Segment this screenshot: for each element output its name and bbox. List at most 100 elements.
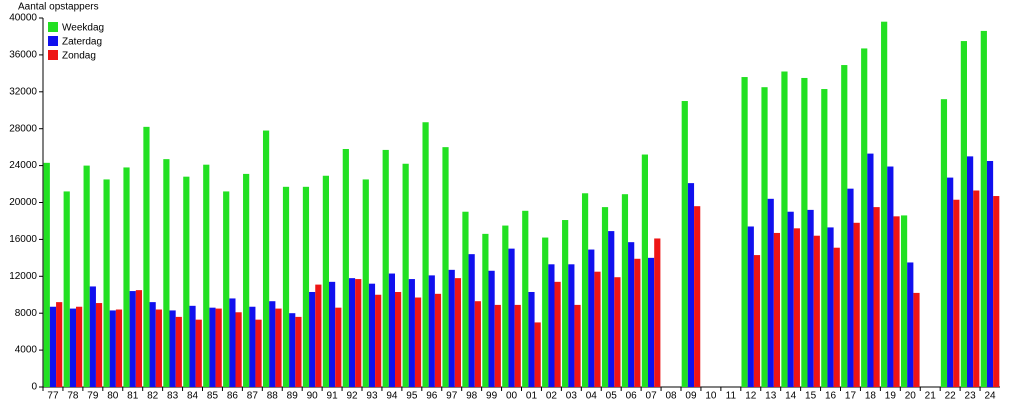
bar xyxy=(95,303,103,387)
bar xyxy=(428,275,435,387)
legend-label: Weekdag xyxy=(62,23,104,34)
bar xyxy=(309,291,316,387)
y-tick-label: 4000 xyxy=(15,345,38,356)
x-tick-label: 12 xyxy=(745,391,757,400)
bar xyxy=(275,308,282,387)
x-tick-label: 05 xyxy=(606,391,618,400)
x-tick-label: 84 xyxy=(187,391,199,400)
x-tick-label: 00 xyxy=(506,391,518,400)
bar xyxy=(169,310,176,387)
bar xyxy=(342,148,349,387)
bar xyxy=(767,198,774,387)
x-tick-label: 24 xyxy=(984,391,996,400)
y-tick-label: 0 xyxy=(31,382,37,393)
y-tick-label: 16000 xyxy=(9,234,37,245)
x-tick-label: 92 xyxy=(346,391,358,400)
bar xyxy=(375,294,382,387)
bar xyxy=(468,254,475,387)
bar xyxy=(482,233,489,387)
x-tick-label: 23 xyxy=(965,391,977,400)
bar xyxy=(807,209,814,387)
x-tick-label: 21 xyxy=(925,391,937,400)
bar xyxy=(448,269,455,387)
bar xyxy=(434,293,442,387)
y-tick-label: 24000 xyxy=(9,160,37,171)
bar xyxy=(269,301,276,387)
bar xyxy=(801,77,808,388)
bar xyxy=(853,222,860,387)
bar xyxy=(793,228,800,387)
bar xyxy=(522,210,529,387)
bar xyxy=(694,206,701,387)
bar xyxy=(348,278,356,387)
bar xyxy=(940,99,948,388)
x-tick-label: 93 xyxy=(366,391,378,400)
bar xyxy=(123,167,130,387)
y-axis-label: Aantal opstappers xyxy=(18,2,99,13)
x-tick-label: 13 xyxy=(765,391,777,400)
y-tick-label: 20000 xyxy=(9,197,37,208)
bar xyxy=(109,310,116,387)
x-tick-label: 03 xyxy=(566,391,578,400)
bar xyxy=(129,291,136,387)
bar xyxy=(747,226,754,387)
bar xyxy=(773,232,781,387)
bar xyxy=(155,309,162,387)
bar xyxy=(761,87,768,387)
y-tick-label: 40000 xyxy=(9,13,37,24)
x-tick-label: 02 xyxy=(546,391,558,400)
bar xyxy=(462,211,469,387)
bar xyxy=(881,21,888,387)
x-tick-label: 20 xyxy=(905,391,917,400)
bar xyxy=(422,122,429,388)
bar xyxy=(554,281,561,387)
bar xyxy=(581,193,589,387)
bar xyxy=(887,166,894,387)
bar xyxy=(235,312,242,387)
bar xyxy=(502,225,509,387)
bar xyxy=(548,264,555,387)
bar xyxy=(993,196,1000,387)
x-tick-label: 77 xyxy=(47,391,59,400)
bar xyxy=(115,309,123,387)
bar xyxy=(408,279,415,387)
bar xyxy=(687,183,695,387)
bar xyxy=(562,220,569,387)
x-tick-label: 78 xyxy=(67,391,79,400)
legend-swatch xyxy=(48,36,58,46)
bar xyxy=(362,179,369,387)
bar xyxy=(621,194,629,387)
bar xyxy=(289,313,296,387)
bar xyxy=(986,160,994,387)
bar xyxy=(574,304,581,387)
bar xyxy=(494,304,501,387)
x-tick-label: 89 xyxy=(287,391,299,400)
x-tick-label: 07 xyxy=(646,391,658,400)
bar xyxy=(183,176,190,387)
bar xyxy=(893,216,900,387)
bar xyxy=(175,316,182,387)
x-tick-label: 91 xyxy=(327,391,339,400)
x-tick-label: 96 xyxy=(426,391,438,400)
bar xyxy=(534,322,541,387)
x-tick-label: 90 xyxy=(307,391,319,400)
legend-label: Zondag xyxy=(62,51,96,62)
x-tick-label: 22 xyxy=(945,391,957,400)
bar xyxy=(189,305,196,387)
bar xyxy=(628,242,635,387)
bar xyxy=(614,277,621,387)
bar xyxy=(56,302,63,387)
bar xyxy=(588,249,595,387)
bar xyxy=(395,291,402,387)
bar xyxy=(103,179,110,387)
bar xyxy=(641,154,648,387)
bar xyxy=(262,130,270,388)
bar xyxy=(442,147,449,387)
bar xyxy=(143,126,150,387)
bar xyxy=(654,238,661,387)
bar xyxy=(514,304,521,387)
y-tick-label: 12000 xyxy=(9,271,37,282)
bar xyxy=(867,153,874,387)
bar xyxy=(474,301,481,387)
